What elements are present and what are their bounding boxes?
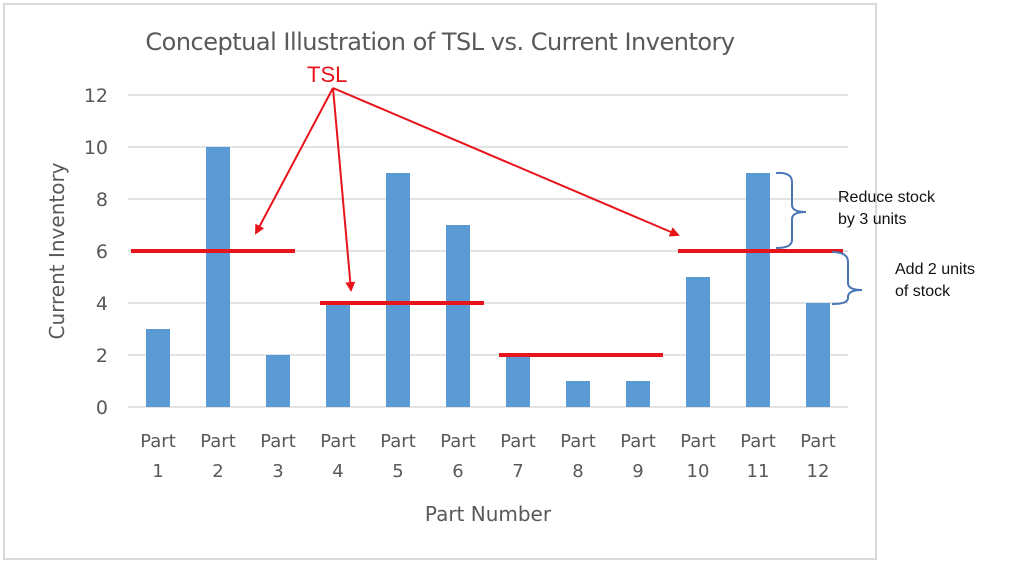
x-axis-label: Part Number	[425, 502, 552, 526]
x-tick-label: 7	[512, 461, 523, 482]
x-tick-label: 1	[152, 461, 163, 482]
bar-part-10	[686, 277, 710, 407]
bar-part-8	[566, 381, 590, 407]
y-tick-label: 2	[96, 345, 108, 367]
tsl-arrow	[255, 87, 334, 235]
bar-part-7	[506, 355, 530, 407]
add-stock-annotation: Add 2 units of stock	[895, 259, 975, 303]
add-stock-line2: of stock	[895, 283, 951, 300]
bar-part-1	[146, 329, 170, 407]
x-tick-label: Part	[440, 431, 476, 452]
x-tick-label: Part	[800, 431, 836, 452]
x-tick-label: Part	[680, 431, 716, 452]
tsl-arrow	[332, 87, 356, 292]
bar-part-9	[626, 381, 650, 407]
x-tick-label: 12	[807, 461, 830, 482]
y-tick-label: 8	[96, 189, 108, 211]
x-tick-label: 5	[392, 461, 403, 482]
bar-part-2	[206, 147, 230, 407]
bar-part-4	[326, 303, 350, 407]
x-tick-label: Part	[500, 431, 536, 452]
x-tick-label: 6	[452, 461, 463, 482]
x-tick-label: Part	[200, 431, 236, 452]
bar-part-12	[806, 303, 830, 407]
tsl-arrow	[332, 87, 680, 237]
x-tick-label: Part	[560, 431, 596, 452]
y-tick-label: 0	[96, 397, 108, 419]
tsl-annotation-label: TSL	[307, 62, 348, 87]
x-tick-label: Part	[740, 431, 776, 452]
x-tick-label: Part	[260, 431, 296, 452]
x-tick-label: 10	[687, 461, 710, 482]
y-tick-label: 6	[96, 241, 108, 263]
bar-part-3	[266, 355, 290, 407]
reduce-stock-line2: by 3 units	[838, 211, 907, 228]
y-axis-label: Current Inventory	[45, 162, 69, 339]
reduce-stock-line1: Reduce stock	[838, 189, 935, 206]
add-stock-line1: Add 2 units	[895, 261, 976, 278]
bar-part-11	[746, 173, 770, 407]
x-tick-label: 3	[272, 461, 283, 482]
chart-frame	[3, 3, 877, 560]
bar-part-5	[386, 173, 410, 407]
x-tick-label: Part	[620, 431, 656, 452]
x-tick-label: Part	[320, 431, 356, 452]
x-tick-label: 11	[747, 461, 770, 482]
y-tick-label: 12	[84, 85, 108, 107]
brace-icon	[831, 251, 863, 305]
reduce-stock-annotation: Reduce stock by 3 units	[838, 187, 935, 231]
x-tick-label: 2	[212, 461, 223, 482]
chart-title: Conceptual Illustration of TSL vs. Curre…	[145, 28, 735, 56]
x-tick-label: Part	[380, 431, 416, 452]
x-tick-label: 4	[332, 461, 343, 482]
x-tick-label: Part	[140, 431, 176, 452]
x-tick-label: 9	[632, 461, 643, 482]
y-tick-label: 10	[84, 137, 108, 159]
x-tick-label: 8	[572, 461, 583, 482]
brace-icon	[775, 171, 807, 249]
bar-part-6	[446, 225, 470, 407]
y-tick-label: 4	[96, 293, 108, 315]
